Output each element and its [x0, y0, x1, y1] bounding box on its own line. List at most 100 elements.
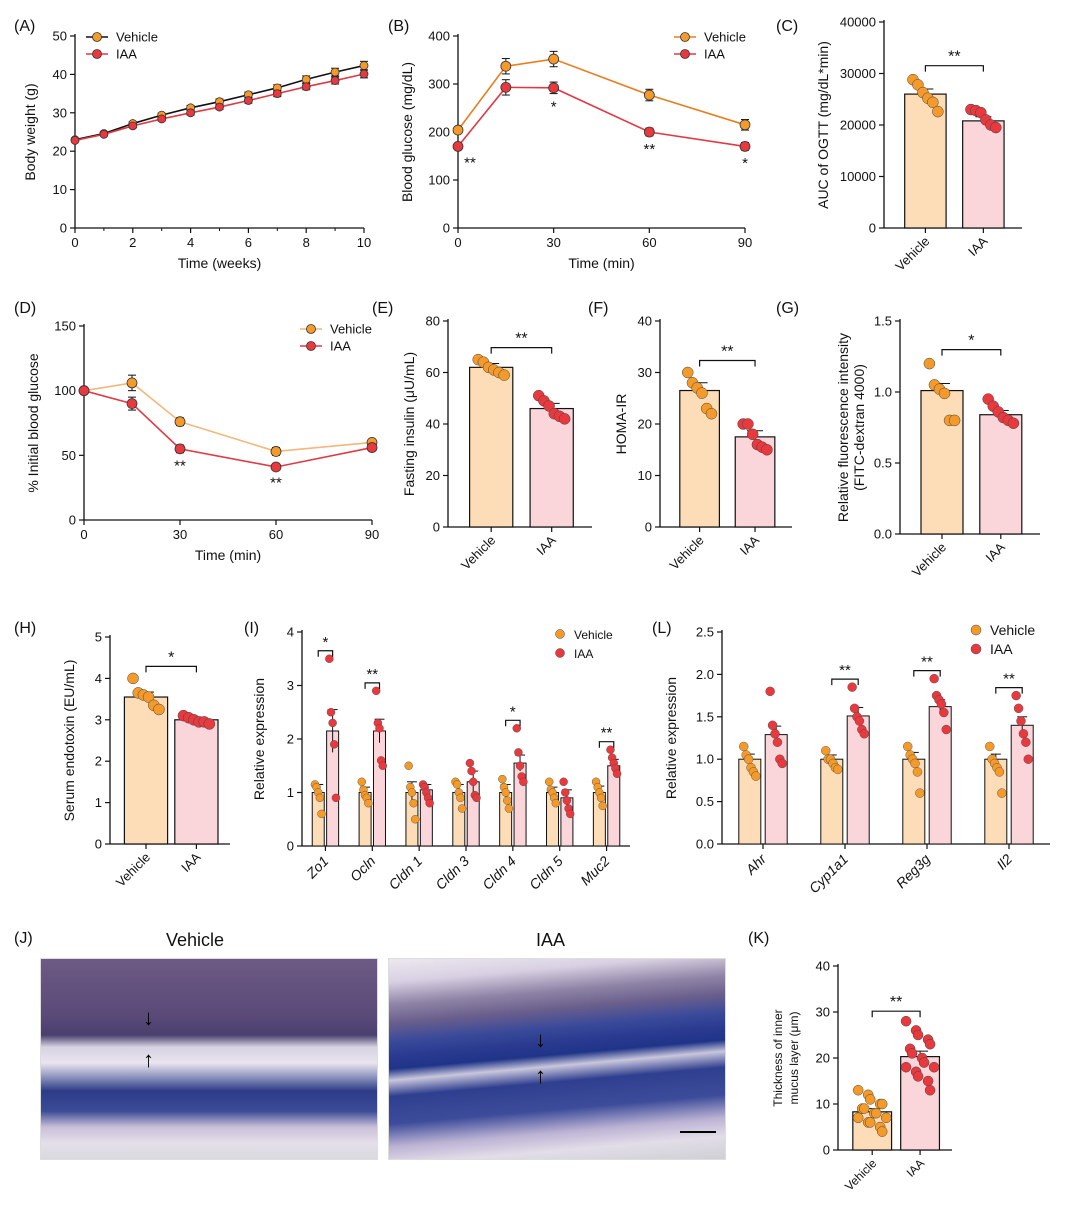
data-point — [272, 89, 282, 98]
legend-label: IAA — [704, 47, 725, 62]
data-point — [739, 140, 751, 152]
data-point — [938, 387, 951, 400]
panel-label-b: (B) — [388, 18, 410, 35]
data-point — [504, 804, 514, 813]
y-tick-label: 50 — [53, 29, 67, 44]
y-tick-label: 2 — [287, 732, 294, 747]
x-tick-label: 60 — [642, 235, 656, 250]
data-point — [503, 796, 512, 805]
legend-marker — [306, 324, 316, 334]
y-axis-label: HOMA-IR — [613, 394, 629, 455]
x-tick-label: 8 — [303, 235, 310, 250]
data-point — [99, 129, 109, 139]
significance-bracket — [598, 741, 615, 748]
y-tick-label: 200 — [428, 125, 450, 140]
significance-bracket — [145, 665, 197, 673]
data-point — [849, 703, 860, 714]
bar-iaa — [174, 719, 219, 845]
x-tick-label: IAA — [904, 1156, 928, 1180]
data-point — [772, 737, 783, 747]
data-point — [765, 686, 775, 697]
data-point — [858, 1103, 870, 1114]
data-point — [378, 761, 387, 770]
data-point — [331, 793, 341, 803]
data-point — [452, 140, 464, 152]
panel-label-a: (A) — [14, 18, 36, 35]
data-point — [880, 1112, 892, 1124]
data-point — [215, 102, 224, 112]
data-point — [743, 754, 754, 764]
data-point — [598, 801, 607, 811]
x-tick-label: Vehicle — [113, 850, 153, 890]
y-tick-label: 1.5 — [874, 314, 892, 329]
data-point — [777, 758, 787, 769]
data-point — [854, 716, 865, 726]
data-point — [500, 81, 512, 93]
data-point — [918, 1057, 930, 1068]
x-tick-label: 0 — [71, 235, 78, 250]
x-axis-label: Time (weeks) — [178, 255, 262, 271]
y-tick-label: 40 — [638, 314, 652, 329]
data-point — [548, 82, 560, 94]
x-tick-label: IAA — [178, 849, 204, 875]
significance-label: ** — [921, 654, 933, 671]
y-tick-label: 20 — [53, 144, 67, 159]
data-point — [465, 758, 475, 768]
data-point — [928, 1061, 940, 1073]
y-tick-label: 30 — [816, 1005, 830, 1020]
legend-label: IAA — [574, 647, 593, 661]
x-tick-label: 2 — [129, 235, 136, 250]
x-tick-label: Cldn 3 — [432, 853, 472, 893]
y-axis-label: % Initial blood glucose — [25, 353, 41, 493]
y-tick-label: 0 — [443, 221, 450, 236]
data-point — [767, 720, 778, 730]
data-point — [425, 799, 434, 808]
data-point — [739, 119, 751, 131]
data-point — [515, 761, 525, 770]
data-point — [452, 124, 464, 136]
y-axis-label: Serum endotoxin (EU/mL) — [61, 660, 77, 822]
significance-bracket — [505, 719, 521, 727]
y-tick-label: 60 — [426, 365, 440, 380]
data-point — [467, 766, 476, 776]
x-tick-label: IAA — [965, 233, 991, 259]
y-tick-label: 400 — [428, 29, 450, 44]
y-tick-label: 1.0 — [696, 752, 714, 767]
y-tick-label: 0 — [645, 520, 652, 535]
significance-label: ** — [174, 458, 186, 475]
data-point — [1011, 690, 1021, 701]
data-point — [596, 793, 606, 803]
bar-iaa — [529, 407, 574, 528]
y-axis-label: mucus layer (μm) — [787, 1012, 801, 1105]
data-point — [859, 729, 869, 739]
y-tick-label: 1 — [95, 795, 102, 810]
y-tick-label: 5 — [95, 630, 102, 645]
y-axis-label: Relative expression — [663, 677, 679, 799]
data-point — [936, 699, 947, 709]
histology-vehicle-image: ↓ ↑ — [40, 958, 378, 1160]
y-axis-label: AUC of OGTT (mg/dL*min) — [815, 41, 831, 209]
data-point — [128, 121, 138, 131]
y-tick-label: 0 — [69, 513, 76, 528]
significance-bracket — [995, 687, 1023, 694]
y-tick-label: 0 — [287, 839, 294, 854]
data-point — [328, 718, 337, 728]
data-point — [941, 724, 951, 735]
legend-marker — [680, 49, 690, 59]
data-point — [705, 407, 718, 420]
significance-label: ** — [601, 725, 613, 742]
bar-iaa — [979, 414, 1023, 535]
data-point — [985, 741, 995, 752]
data-point — [359, 61, 369, 70]
y-tick-label: 30 — [638, 365, 652, 380]
data-point — [876, 1126, 888, 1137]
data-point — [317, 809, 326, 819]
y-tick-label: 3 — [95, 712, 102, 727]
y-tick-label: 0.0 — [874, 527, 892, 542]
y-axis-label: Relative expression — [251, 678, 267, 800]
x-tick-label: Ahr — [742, 850, 770, 878]
panel-label-d: (D) — [14, 300, 37, 317]
legend-marker — [555, 648, 565, 658]
data-point — [452, 780, 462, 789]
legend-marker — [92, 32, 102, 42]
